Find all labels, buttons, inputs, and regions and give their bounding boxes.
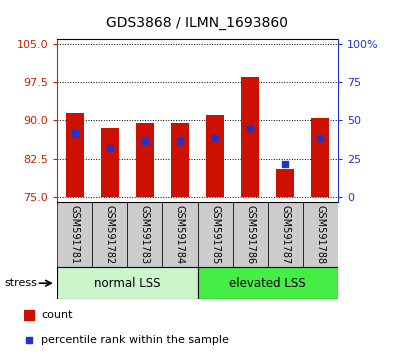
Text: GSM591785: GSM591785 bbox=[210, 205, 220, 264]
Bar bbox=[171, 123, 189, 197]
Bar bbox=[101, 128, 118, 197]
Bar bbox=[311, 118, 329, 197]
Text: elevated LSS: elevated LSS bbox=[229, 277, 306, 290]
Bar bbox=[233, 202, 267, 267]
Text: normal LSS: normal LSS bbox=[94, 277, 161, 290]
Bar bbox=[66, 113, 84, 197]
Bar bbox=[303, 202, 338, 267]
Text: GSM591783: GSM591783 bbox=[140, 205, 150, 264]
Text: GSM591786: GSM591786 bbox=[245, 205, 255, 264]
Text: count: count bbox=[41, 310, 73, 320]
Text: percentile rank within the sample: percentile rank within the sample bbox=[41, 335, 229, 345]
Bar bbox=[267, 202, 303, 267]
Text: GSM591784: GSM591784 bbox=[175, 205, 185, 264]
Bar bbox=[92, 202, 127, 267]
Bar bbox=[241, 77, 259, 197]
Text: GDS3868 / ILMN_1693860: GDS3868 / ILMN_1693860 bbox=[107, 16, 288, 30]
Text: GSM591781: GSM591781 bbox=[70, 205, 80, 264]
Text: GSM591782: GSM591782 bbox=[105, 205, 115, 264]
Text: GSM591787: GSM591787 bbox=[280, 205, 290, 264]
Text: stress: stress bbox=[4, 278, 37, 288]
Bar bbox=[162, 202, 198, 267]
Bar bbox=[127, 202, 162, 267]
Text: GSM591788: GSM591788 bbox=[315, 205, 325, 264]
Bar bbox=[57, 267, 198, 299]
Bar bbox=[136, 123, 154, 197]
Bar bbox=[57, 202, 92, 267]
Bar bbox=[206, 115, 224, 197]
Bar bbox=[198, 267, 338, 299]
Bar bbox=[198, 202, 233, 267]
Bar bbox=[276, 169, 294, 197]
